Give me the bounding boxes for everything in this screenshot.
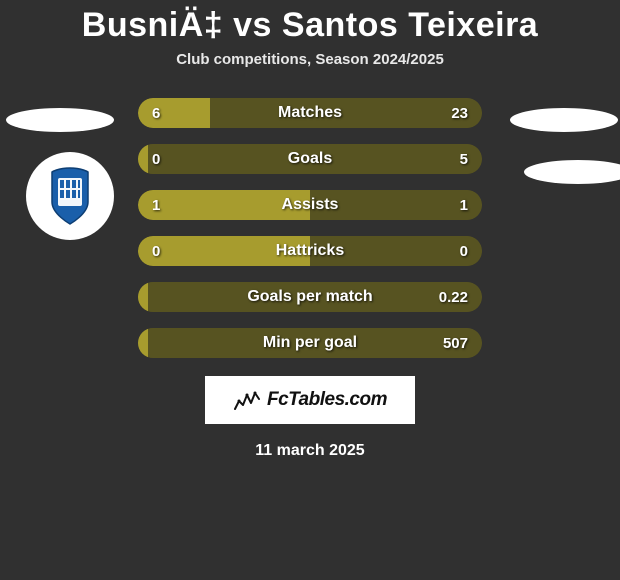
stat-row: Goals per match0.22 bbox=[138, 282, 482, 312]
brand-box[interactable]: FcTables.com bbox=[205, 376, 415, 424]
stat-bar-right bbox=[310, 236, 482, 266]
deco-ellipse-left-1 bbox=[6, 108, 114, 132]
stats-bars: Matches623 Goals05 Assists11 Hattricks00 Goa… bbox=[138, 98, 482, 374]
deco-ellipse-right-2 bbox=[524, 160, 620, 184]
brand-logo-icon bbox=[233, 389, 261, 411]
stat-bar-right bbox=[148, 328, 482, 358]
stat-bar-right bbox=[310, 190, 482, 220]
page-subtitle: Club competitions, Season 2024/2025 bbox=[0, 51, 620, 68]
date-line: 11 march 2025 bbox=[0, 442, 620, 460]
page-title: BusniÄ‡ vs Santos Teixeira bbox=[0, 0, 620, 45]
stat-bar-left bbox=[138, 282, 148, 312]
stat-bar-left bbox=[138, 236, 310, 266]
stat-bar-left bbox=[138, 98, 210, 128]
stat-row: Min per goal507 bbox=[138, 328, 482, 358]
stat-row: Goals05 bbox=[138, 144, 482, 174]
team-left-logo bbox=[26, 152, 114, 240]
stat-bar-right bbox=[148, 282, 482, 312]
stat-bar-right bbox=[148, 144, 482, 174]
brand-text: FcTables.com bbox=[267, 389, 387, 411]
stat-row: Assists11 bbox=[138, 190, 482, 220]
shield-icon bbox=[46, 166, 94, 226]
comparison-content: Matches623 Goals05 Assists11 Hattricks00 Goa… bbox=[0, 98, 620, 368]
stat-bar-left bbox=[138, 190, 310, 220]
stat-bar-left bbox=[138, 328, 148, 358]
stat-row: Hattricks00 bbox=[138, 236, 482, 266]
stat-bar-left bbox=[138, 144, 148, 174]
stat-bar-right bbox=[210, 98, 482, 128]
stat-row: Matches623 bbox=[138, 98, 482, 128]
deco-ellipse-right-1 bbox=[510, 108, 618, 132]
